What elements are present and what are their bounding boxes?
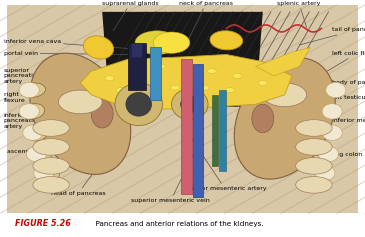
Ellipse shape <box>296 120 332 136</box>
Text: inferior mesenteric vein: inferior mesenteric vein <box>283 118 365 128</box>
Ellipse shape <box>19 82 39 98</box>
Ellipse shape <box>172 89 208 120</box>
Text: body of pancreas: body of pancreas <box>292 80 365 86</box>
Ellipse shape <box>326 82 346 98</box>
Ellipse shape <box>116 88 125 92</box>
Ellipse shape <box>200 85 209 90</box>
Ellipse shape <box>33 120 69 136</box>
Text: portal vein: portal vein <box>4 51 133 56</box>
Ellipse shape <box>315 165 335 181</box>
Ellipse shape <box>156 64 165 69</box>
Ellipse shape <box>182 66 191 71</box>
Text: ascending colon: ascending colon <box>7 147 58 154</box>
Ellipse shape <box>58 90 102 114</box>
Ellipse shape <box>234 58 335 179</box>
Text: splenic artery: splenic artery <box>277 1 321 27</box>
Polygon shape <box>7 5 358 213</box>
Ellipse shape <box>296 139 332 155</box>
Text: inferior
pancreaticoduodenal
artery: inferior pancreaticoduodenal artery <box>4 113 78 129</box>
Ellipse shape <box>34 165 54 181</box>
Ellipse shape <box>105 76 114 81</box>
Ellipse shape <box>30 53 131 174</box>
Ellipse shape <box>210 31 243 50</box>
Polygon shape <box>193 64 203 197</box>
Ellipse shape <box>126 92 151 116</box>
Text: left testicular vein: left testicular vein <box>288 95 365 100</box>
Text: right colic
flexure: right colic flexure <box>4 92 62 103</box>
Text: Pancreas and anterior relations of the kidneys.: Pancreas and anterior relations of the k… <box>91 221 264 227</box>
Ellipse shape <box>115 83 162 126</box>
Text: superior
pancreaticoduodenal
artery: superior pancreaticoduodenal artery <box>4 68 89 84</box>
Ellipse shape <box>23 125 43 140</box>
Ellipse shape <box>26 124 47 141</box>
Ellipse shape <box>26 146 47 162</box>
Text: bile duct: bile duct <box>47 64 153 69</box>
Ellipse shape <box>263 83 307 107</box>
Ellipse shape <box>33 177 69 193</box>
Ellipse shape <box>131 69 139 73</box>
Ellipse shape <box>91 100 113 128</box>
Text: suprarenal glands: suprarenal glands <box>102 1 159 31</box>
Text: inferior vena cava: inferior vena cava <box>4 39 130 49</box>
Text: tail of pancreas: tail of pancreas <box>299 27 365 45</box>
Ellipse shape <box>20 83 45 97</box>
Ellipse shape <box>296 177 332 193</box>
Ellipse shape <box>21 104 45 119</box>
Polygon shape <box>131 43 142 57</box>
Ellipse shape <box>135 31 179 55</box>
Ellipse shape <box>33 158 69 174</box>
Ellipse shape <box>225 88 234 92</box>
Ellipse shape <box>296 158 332 174</box>
Text: head of pancreas: head of pancreas <box>51 126 128 196</box>
Text: FIGURE 5.26: FIGURE 5.26 <box>15 219 70 228</box>
Text: left colic flexure: left colic flexure <box>303 51 365 85</box>
Text: descending colon: descending colon <box>307 151 362 157</box>
Text: neck of pancreas: neck of pancreas <box>179 1 233 52</box>
Ellipse shape <box>84 36 114 59</box>
Polygon shape <box>128 43 146 90</box>
Ellipse shape <box>233 73 242 78</box>
Ellipse shape <box>318 146 339 162</box>
Polygon shape <box>150 47 161 100</box>
Text: superior mesenteric artery: superior mesenteric artery <box>182 130 267 191</box>
Polygon shape <box>219 90 226 171</box>
Ellipse shape <box>29 146 51 162</box>
Ellipse shape <box>19 104 39 119</box>
Ellipse shape <box>207 69 216 73</box>
Polygon shape <box>102 12 263 107</box>
Ellipse shape <box>322 104 342 119</box>
Polygon shape <box>80 55 292 109</box>
Ellipse shape <box>258 81 267 85</box>
Ellipse shape <box>322 125 342 140</box>
Polygon shape <box>212 95 218 166</box>
Ellipse shape <box>153 32 190 53</box>
Polygon shape <box>255 47 310 76</box>
Text: superior mesenteric vein: superior mesenteric vein <box>131 147 210 203</box>
Ellipse shape <box>142 85 150 90</box>
Ellipse shape <box>33 139 69 155</box>
Polygon shape <box>181 59 192 194</box>
Ellipse shape <box>170 85 180 90</box>
Ellipse shape <box>181 96 199 113</box>
Ellipse shape <box>35 165 59 181</box>
Ellipse shape <box>252 104 274 133</box>
